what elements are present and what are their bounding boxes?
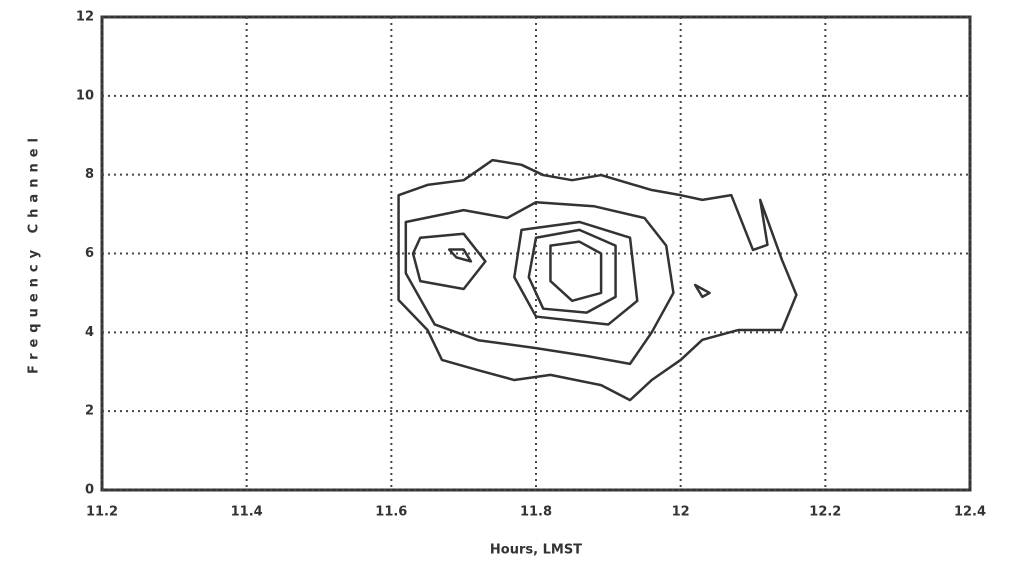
contour-line — [397, 158, 798, 402]
x-tick-label: 11.2 — [86, 505, 118, 520]
contour-line — [527, 228, 617, 314]
contour-line — [693, 283, 711, 299]
y-tick-label: 12 — [76, 10, 94, 25]
x-tick-label: 11.8 — [520, 505, 552, 520]
contour-line — [404, 201, 675, 366]
x-tick-label: 12.2 — [809, 505, 841, 520]
contour-line — [411, 232, 487, 291]
y-tick-label: 8 — [85, 167, 94, 182]
contour-line — [513, 220, 639, 326]
y-tick-label: 10 — [76, 88, 94, 103]
x-tick-label: 12 — [672, 505, 690, 520]
y-tick-label: 4 — [85, 325, 94, 340]
y-axis-label: Frequency Channel — [27, 132, 42, 374]
y-tick-label: 0 — [85, 483, 94, 498]
contour-line — [549, 240, 603, 303]
y-tick-label: 6 — [85, 246, 94, 261]
contour-line — [447, 248, 473, 263]
x-axis-label: Hours, LMST — [490, 543, 582, 558]
y-tick-label: 2 — [85, 404, 94, 419]
x-tick-label: 12.4 — [954, 505, 986, 520]
x-tick-label: 11.6 — [375, 505, 407, 520]
x-tick-label: 11.4 — [231, 505, 263, 520]
